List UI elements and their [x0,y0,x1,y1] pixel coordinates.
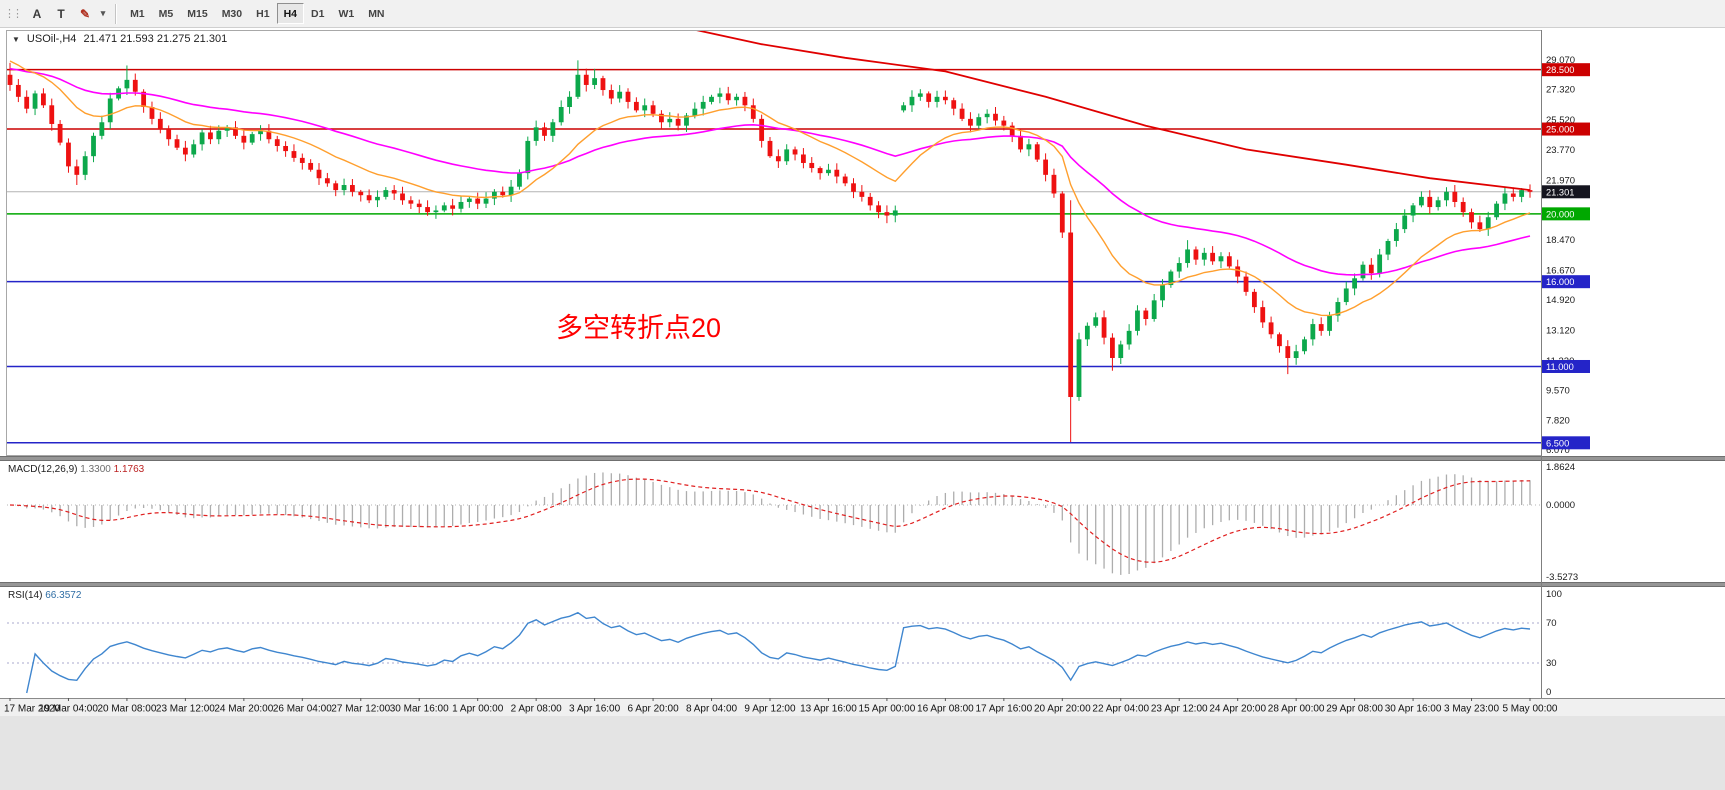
svg-text:24 Mar 20:00: 24 Mar 20:00 [214,704,273,715]
toolbar: ⋮⋮ A T ✎ ▾ M1 M5 M15 M30 H1 H4 D1 W1 MN [0,0,1725,28]
moving-averages [9,30,1531,317]
svg-text:3 Apr 16:00: 3 Apr 16:00 [569,704,621,715]
svg-text:23.770: 23.770 [1546,145,1575,156]
svg-text:29.070: 29.070 [1546,55,1575,66]
svg-text:23 Apr 12:00: 23 Apr 12:00 [1151,704,1208,715]
svg-text:23 Mar 12:00: 23 Mar 12:00 [156,704,215,715]
price-panel [7,30,1541,444]
svg-text:15 Apr 00:00: 15 Apr 00:00 [859,704,916,715]
svg-text:24 Apr 20:00: 24 Apr 20:00 [1209,704,1266,715]
svg-text:16.000: 16.000 [1546,277,1574,287]
ma-long-line [691,30,1531,191]
timeframe-button-d1[interactable]: D1 [304,3,331,24]
svg-text:30: 30 [1546,658,1557,669]
svg-text:6.070: 6.070 [1546,445,1570,456]
timeframe-button-m30[interactable]: M30 [215,3,249,24]
svg-text:30 Mar 16:00: 30 Mar 16:00 [390,704,449,715]
svg-text:27 Mar 12:00: 27 Mar 12:00 [331,704,390,715]
timeframe-button-h4[interactable]: H4 [276,3,304,24]
svg-text:6 Apr 20:00: 6 Apr 20:00 [627,704,679,715]
svg-text:-3.5273: -3.5273 [1546,572,1578,583]
chart-annotation-text[interactable]: 多空转折点20 [556,313,722,343]
ma-fast-line [9,60,1531,317]
svg-text:16 Apr 08:00: 16 Apr 08:00 [917,704,974,715]
ma-slow-line [9,67,1531,276]
svg-text:2 Apr 08:00: 2 Apr 08:00 [511,704,563,715]
svg-text:21.301: 21.301 [1546,187,1574,197]
svg-text:28.500: 28.500 [1546,65,1574,75]
rsi-line [26,611,1531,694]
svg-text:16.670: 16.670 [1546,265,1575,276]
svg-text:70: 70 [1546,618,1557,629]
horizontal-lines [7,68,1541,444]
svg-text:29 Apr 08:00: 29 Apr 08:00 [1326,704,1383,715]
timeframe-button-m1[interactable]: M1 [123,3,152,24]
rsi-panel [7,611,1541,694]
timeframe-button-m5[interactable]: M5 [152,3,181,24]
svg-text:22 Apr 04:00: 22 Apr 04:00 [1092,704,1149,715]
svg-text:17 Mar 2020: 17 Mar 2020 [4,704,61,715]
svg-text:28 Apr 00:00: 28 Apr 00:00 [1268,704,1325,715]
panel-splitter[interactable] [0,582,1725,587]
svg-text:20.000: 20.000 [1546,209,1574,219]
text-tool-icon[interactable]: T [50,3,72,24]
svg-text:5 May 00:00: 5 May 00:00 [1502,704,1557,715]
svg-text:1 Apr 00:00: 1 Apr 00:00 [452,704,504,715]
timeframe-button-h1[interactable]: H1 [249,3,276,24]
timeframe-button-mn[interactable]: MN [361,3,391,24]
svg-text:18.470: 18.470 [1546,235,1575,246]
svg-text:19 Mar 04:00: 19 Mar 04:00 [39,704,98,715]
svg-text:100: 100 [1546,589,1562,600]
svg-text:3 May 23:00: 3 May 23:00 [1444,704,1499,715]
collapse-triangle-icon[interactable]: ▼ [12,34,20,44]
panel-splitter[interactable] [0,456,1725,461]
svg-text:8 Apr 04:00: 8 Apr 04:00 [686,704,738,715]
chart-canvas[interactable]: 29.070 27.320 25.520 23.770 21.970 18.470 16.6… [0,28,1725,790]
svg-text:17 Apr 16:00: 17 Apr 16:00 [975,704,1032,715]
macd-signal-line [9,478,1531,563]
svg-text:0.0000: 0.0000 [1546,500,1575,511]
svg-text:9 Apr 12:00: 9 Apr 12:00 [744,704,796,715]
candles [7,60,1533,442]
toolbar-separator [115,3,117,24]
price-axis[interactable]: 29.070 27.320 25.520 23.770 21.970 18.470 16.6… [6,30,1591,698]
macd-histogram [17,472,1531,575]
svg-text:26 Mar 04:00: 26 Mar 04:00 [273,704,332,715]
svg-text:0: 0 [1546,687,1551,698]
svg-text:21.970: 21.970 [1546,175,1575,186]
toolbar-grip[interactable]: ⋮⋮ [4,8,23,20]
svg-text:20 Mar 08:00: 20 Mar 08:00 [97,704,156,715]
draw-colors-icon[interactable]: ✎ [74,3,96,24]
svg-text:20 Apr 20:00: 20 Apr 20:00 [1034,704,1091,715]
chart-area[interactable]: 29.070 27.320 25.520 23.770 21.970 18.470 16.6… [0,28,1725,790]
svg-text:30 Apr 16:00: 30 Apr 16:00 [1385,704,1442,715]
timeframe-button-m15[interactable]: M15 [180,3,214,24]
timeframe-group: M1 M5 M15 M30 H1 H4 D1 W1 MN [123,3,391,24]
svg-text:7.820: 7.820 [1546,415,1570,426]
svg-text:11.000: 11.000 [1546,362,1574,372]
svg-text:1.8624: 1.8624 [1546,462,1575,473]
svg-text:25.520: 25.520 [1546,115,1575,126]
svg-text:9.570: 9.570 [1546,386,1570,397]
font-a-icon[interactable]: A [26,3,48,24]
svg-text:25.000: 25.000 [1546,125,1574,135]
svg-text:27.320: 27.320 [1546,85,1575,96]
timeframe-button-w1[interactable]: W1 [331,3,361,24]
svg-text:6.500: 6.500 [1546,438,1569,448]
svg-text:13 Apr 16:00: 13 Apr 16:00 [800,704,857,715]
svg-text:13.120: 13.120 [1546,326,1575,337]
chevron-down-icon[interactable]: ▾ [98,3,108,24]
svg-text:14.920: 14.920 [1546,295,1575,306]
macd-panel [7,472,1541,575]
